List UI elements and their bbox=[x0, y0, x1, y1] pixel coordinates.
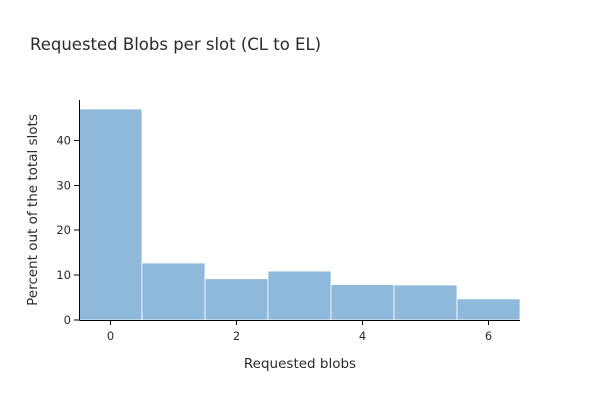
bar-6 bbox=[456, 298, 521, 321]
bar-0 bbox=[78, 108, 143, 321]
x-tick-label: 0 bbox=[107, 329, 114, 343]
x-tick-label: 4 bbox=[359, 329, 366, 343]
x-tick-label: 6 bbox=[485, 329, 492, 343]
y-tick-label: 30 bbox=[56, 178, 71, 192]
x-tick-label: 2 bbox=[233, 329, 240, 343]
y-tick-label: 40 bbox=[56, 133, 71, 147]
bar-5 bbox=[393, 284, 458, 321]
x-axis-label: Requested blobs bbox=[244, 356, 356, 372]
x-ticks-group: 0 2 4 6 bbox=[107, 320, 492, 343]
y-tick-label: 10 bbox=[56, 268, 71, 282]
bars-group bbox=[78, 108, 521, 321]
y-axis-label: Percent out of the total slots bbox=[25, 114, 41, 306]
bar-2 bbox=[204, 278, 269, 321]
chart-title: Requested Blobs per slot (CL to EL) bbox=[30, 35, 321, 54]
bar-1 bbox=[141, 262, 206, 321]
y-tick-label: 0 bbox=[64, 313, 71, 327]
y-tick-label: 20 bbox=[56, 223, 71, 237]
bar-3 bbox=[267, 270, 332, 321]
y-ticks-group: 0 10 20 30 40 bbox=[56, 133, 79, 327]
bar-4 bbox=[330, 284, 395, 321]
